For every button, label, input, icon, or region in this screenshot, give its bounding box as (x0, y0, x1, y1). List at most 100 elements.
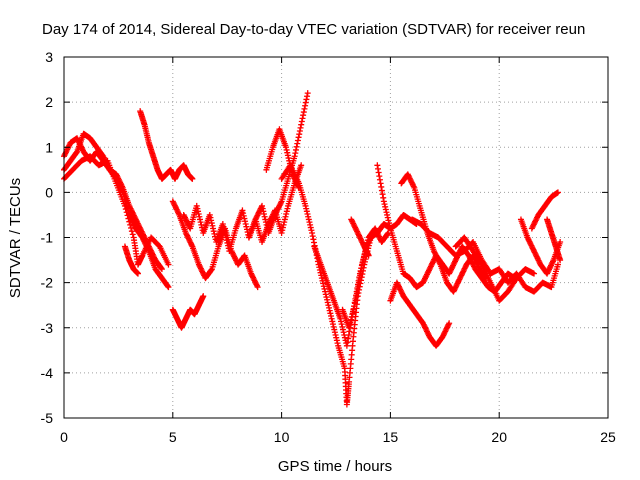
data-point (244, 226, 251, 233)
data-point (259, 205, 266, 212)
data-point (292, 150, 299, 157)
data-point (309, 229, 316, 236)
data-point (378, 187, 385, 194)
data-point (283, 208, 290, 215)
data-point (309, 233, 316, 240)
data-point (210, 225, 217, 232)
data-point (223, 237, 230, 244)
data-point (356, 276, 363, 283)
data-point (121, 202, 128, 209)
data-point (297, 124, 304, 131)
data-point (324, 299, 331, 306)
data-point (128, 225, 135, 232)
data-point (286, 157, 293, 164)
data-point (340, 329, 347, 336)
data-point (330, 323, 337, 330)
data-point (384, 214, 391, 221)
data-point (557, 239, 564, 246)
data-point (554, 261, 561, 268)
data-point (341, 334, 348, 341)
data-point (210, 228, 217, 235)
series-arc-16 (387, 279, 453, 349)
data-point (384, 211, 391, 218)
data-point (322, 291, 329, 298)
data-point (382, 203, 389, 210)
data-point (327, 313, 334, 320)
data-point (295, 134, 302, 141)
data-point (279, 224, 286, 231)
data-point (327, 310, 334, 317)
chart-title: Day 174 of 2014, Sidereal Day-to-day VTE… (42, 21, 585, 38)
data-point (333, 337, 340, 344)
data-point (326, 307, 333, 314)
data-point (301, 105, 308, 112)
data-point (302, 99, 309, 106)
data-point (281, 216, 288, 223)
data-point (302, 102, 309, 109)
data-point (348, 313, 355, 320)
x-axis-label: GPS time / hours (278, 458, 392, 475)
data-point (260, 211, 267, 218)
data-point (320, 280, 327, 287)
data-point (194, 205, 201, 212)
data-point (359, 258, 366, 265)
data-point (355, 279, 362, 286)
data-point (305, 213, 312, 220)
data-point (239, 207, 246, 214)
data-point (304, 90, 311, 97)
data-point (322, 288, 329, 295)
series-arc-3 (61, 153, 172, 268)
data-point (328, 315, 335, 322)
data-point (222, 231, 229, 238)
data-point (126, 218, 133, 225)
data-point (284, 205, 291, 212)
data-point (374, 162, 381, 169)
data-point (281, 219, 288, 226)
data-point (279, 227, 286, 234)
data-point (242, 218, 249, 225)
data-point (221, 229, 228, 236)
data-point (261, 213, 268, 220)
data-point (284, 149, 291, 156)
data-point (345, 335, 352, 342)
data-point (376, 176, 383, 183)
data-point (298, 162, 305, 169)
y-tick-label: -4 (41, 365, 54, 381)
data-point (338, 318, 345, 325)
data-point (359, 261, 366, 268)
data-point (386, 222, 393, 229)
series-arc-21 (528, 189, 561, 232)
data-point (386, 220, 393, 227)
data-point (343, 340, 350, 347)
data-point (531, 270, 538, 277)
data-point (339, 326, 346, 333)
data-point (207, 214, 214, 221)
data-point (307, 224, 314, 231)
data-point (333, 334, 340, 341)
data-point (365, 252, 372, 259)
data-point (196, 213, 203, 220)
data-point (305, 216, 312, 223)
data-point (385, 217, 392, 224)
data-point (282, 144, 289, 151)
data-point (353, 294, 360, 301)
series-arc-4 (121, 243, 141, 277)
data-point (298, 121, 305, 128)
data-point (209, 222, 216, 229)
data-point (278, 229, 285, 236)
y-axis-label: SDTVAR / TECUs (7, 178, 24, 298)
data-point (164, 283, 171, 290)
data-point (346, 322, 353, 329)
data-point (292, 146, 299, 153)
grid (64, 57, 608, 418)
data-point (293, 143, 300, 150)
data-point (357, 268, 364, 275)
data-point (331, 326, 338, 333)
data-point (254, 284, 261, 291)
data-point (376, 173, 383, 180)
data-point (360, 256, 367, 263)
series-arc-6 (169, 293, 207, 331)
data-point (291, 153, 298, 160)
data-point (374, 165, 381, 172)
